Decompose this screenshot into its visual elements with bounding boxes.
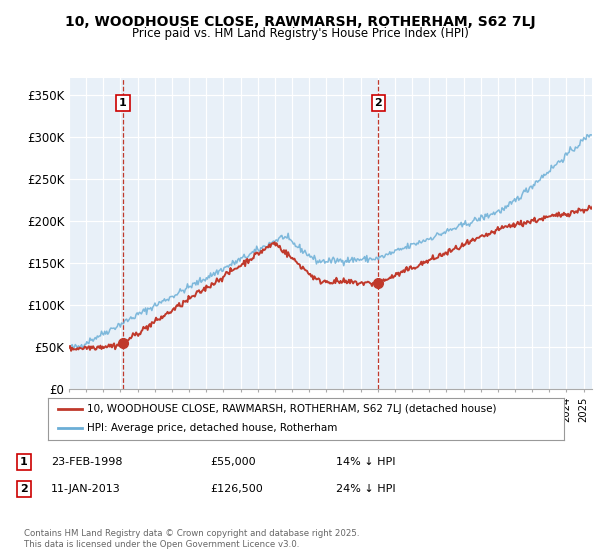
Text: 14% ↓ HPI: 14% ↓ HPI [336,457,395,467]
Text: Price paid vs. HM Land Registry's House Price Index (HPI): Price paid vs. HM Land Registry's House … [131,27,469,40]
Text: HPI: Average price, detached house, Rotherham: HPI: Average price, detached house, Roth… [86,423,337,433]
Text: 24% ↓ HPI: 24% ↓ HPI [336,484,395,494]
Text: 2: 2 [20,484,28,494]
Text: 10, WOODHOUSE CLOSE, RAWMARSH, ROTHERHAM, S62 7LJ (detached house): 10, WOODHOUSE CLOSE, RAWMARSH, ROTHERHAM… [86,404,496,414]
Text: 23-FEB-1998: 23-FEB-1998 [51,457,122,467]
Text: 10, WOODHOUSE CLOSE, RAWMARSH, ROTHERHAM, S62 7LJ: 10, WOODHOUSE CLOSE, RAWMARSH, ROTHERHAM… [65,15,535,29]
Text: Contains HM Land Registry data © Crown copyright and database right 2025.
This d: Contains HM Land Registry data © Crown c… [24,529,359,549]
Text: 11-JAN-2013: 11-JAN-2013 [51,484,121,494]
Text: 1: 1 [20,457,28,467]
Text: 1: 1 [119,98,127,108]
Text: £126,500: £126,500 [210,484,263,494]
Text: 2: 2 [374,98,382,108]
Text: £55,000: £55,000 [210,457,256,467]
